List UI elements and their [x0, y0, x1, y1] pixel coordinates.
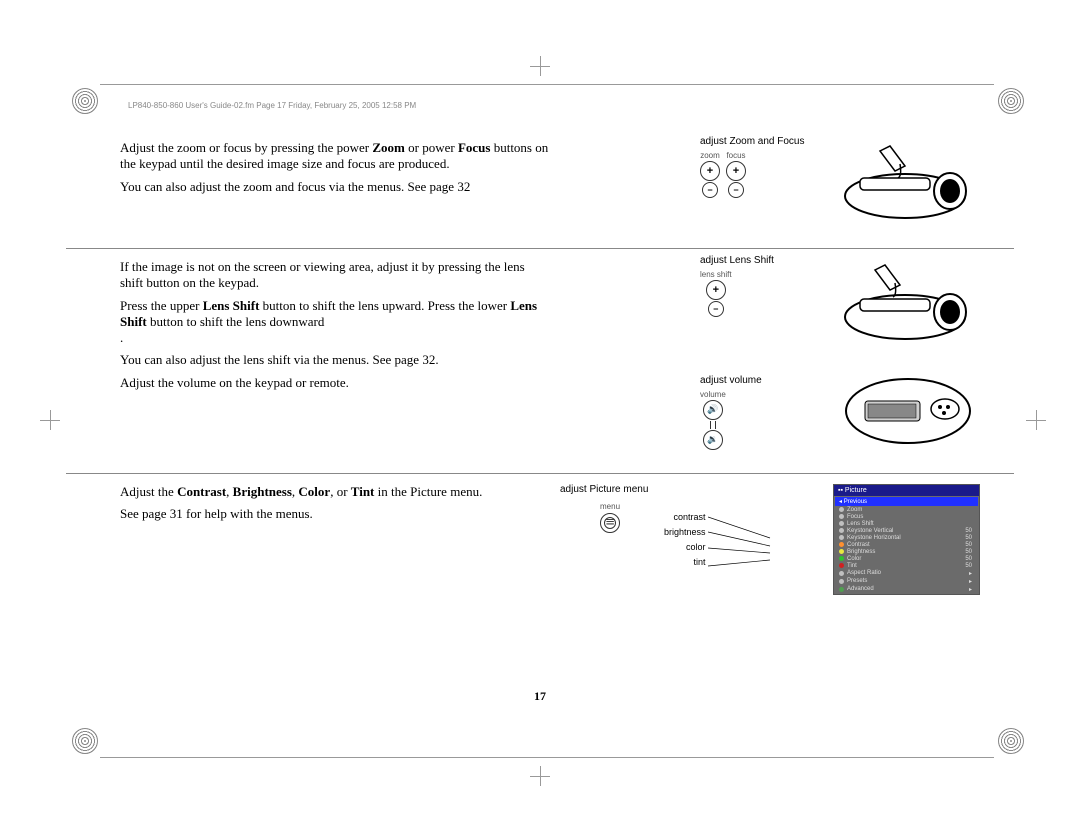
- section-picture-menu: Adjust the Contrast, Brightness, Color, …: [120, 484, 960, 624]
- keypad-label: focus: [726, 151, 746, 160]
- page-number: 17: [534, 689, 546, 704]
- plus-icon: +: [700, 161, 720, 181]
- body-text: You can also adjust the lens shift via t…: [120, 352, 550, 368]
- menu-title: ▪▪ Picture: [834, 485, 979, 496]
- minus-icon: −: [702, 182, 718, 198]
- menu-item: Color50: [835, 556, 978, 562]
- section-lens-shift: If the image is not on the screen or vie…: [120, 259, 960, 369]
- keypad-label: volume: [700, 390, 726, 399]
- menu-item-highlighted: ◂ Previous: [835, 497, 978, 506]
- osd-menu-screenshot: ▪▪ Picture ◂ Previous ZoomFocusLens Shif…: [833, 484, 980, 595]
- callout-label: tint: [664, 557, 706, 567]
- body-text: Adjust the volume on the keypad or remot…: [120, 375, 550, 391]
- callout-label: brightness: [664, 527, 706, 537]
- body-text: You can also adjust the zoom and focus v…: [120, 179, 550, 195]
- body-text: If the image is not on the screen or vie…: [120, 259, 550, 292]
- divider: [66, 473, 1014, 474]
- section-zoom-focus: Adjust the zoom or focus by pressing the…: [120, 140, 960, 240]
- keypad-label: zoom: [700, 151, 720, 160]
- crop-line: [100, 84, 994, 85]
- crop-plus: [530, 56, 550, 76]
- minus-icon: −: [708, 301, 724, 317]
- menu-item: Focus: [835, 514, 978, 520]
- projector-illustration: [830, 136, 980, 226]
- callout-lines: [708, 512, 778, 582]
- menu-item: Advanced▸: [835, 586, 978, 593]
- menu-item: Aspect Ratio▸: [835, 570, 978, 577]
- crop-plus: [40, 410, 60, 430]
- menu-item: Zoom: [835, 507, 978, 513]
- crop-ornament: [72, 88, 98, 114]
- menu-icon: ≡: [600, 513, 620, 533]
- menu-item: Keystone Horizontal50: [835, 535, 978, 541]
- keypad-label: menu: [600, 502, 620, 511]
- plus-icon: +: [726, 161, 746, 181]
- minus-icon: −: [728, 182, 744, 198]
- section-volume: Adjust the volume on the keypad or remot…: [120, 375, 960, 465]
- projector-illustration: [830, 255, 980, 350]
- crop-ornament: [998, 88, 1024, 114]
- body-text: Adjust the zoom or focus by pressing the…: [120, 140, 550, 173]
- callout-label: contrast: [664, 512, 706, 522]
- plus-icon: +: [706, 280, 726, 300]
- crop-plus: [1026, 410, 1046, 430]
- volume-down-icon: 🔉: [703, 430, 723, 450]
- volume-up-icon: 🔊: [703, 400, 723, 420]
- divider: [66, 248, 1014, 249]
- projector-top-illustration: [830, 369, 980, 454]
- body-text: Adjust the Contrast, Brightness, Color, …: [120, 484, 550, 500]
- menu-item: Lens Shift: [835, 521, 978, 527]
- crop-ornament: [72, 728, 98, 754]
- menu-item: Tint50: [835, 563, 978, 569]
- menu-item: Brightness50: [835, 549, 978, 555]
- crop-line: [100, 757, 994, 758]
- crop-ornament: [998, 728, 1024, 754]
- menu-item: Presets▸: [835, 578, 978, 585]
- body-text: See page 31 for help with the menus.: [120, 506, 550, 522]
- doc-header: LP840-850-860 User's Guide-02.fm Page 17…: [128, 101, 416, 110]
- crop-plus: [530, 766, 550, 786]
- callout-label: color: [664, 542, 706, 552]
- keypad-label: lens shift: [700, 270, 732, 279]
- menu-item: Contrast50: [835, 542, 978, 548]
- body-text: Press the upper Lens Shift button to shi…: [120, 298, 550, 347]
- menu-item: Keystone Vertical50: [835, 528, 978, 534]
